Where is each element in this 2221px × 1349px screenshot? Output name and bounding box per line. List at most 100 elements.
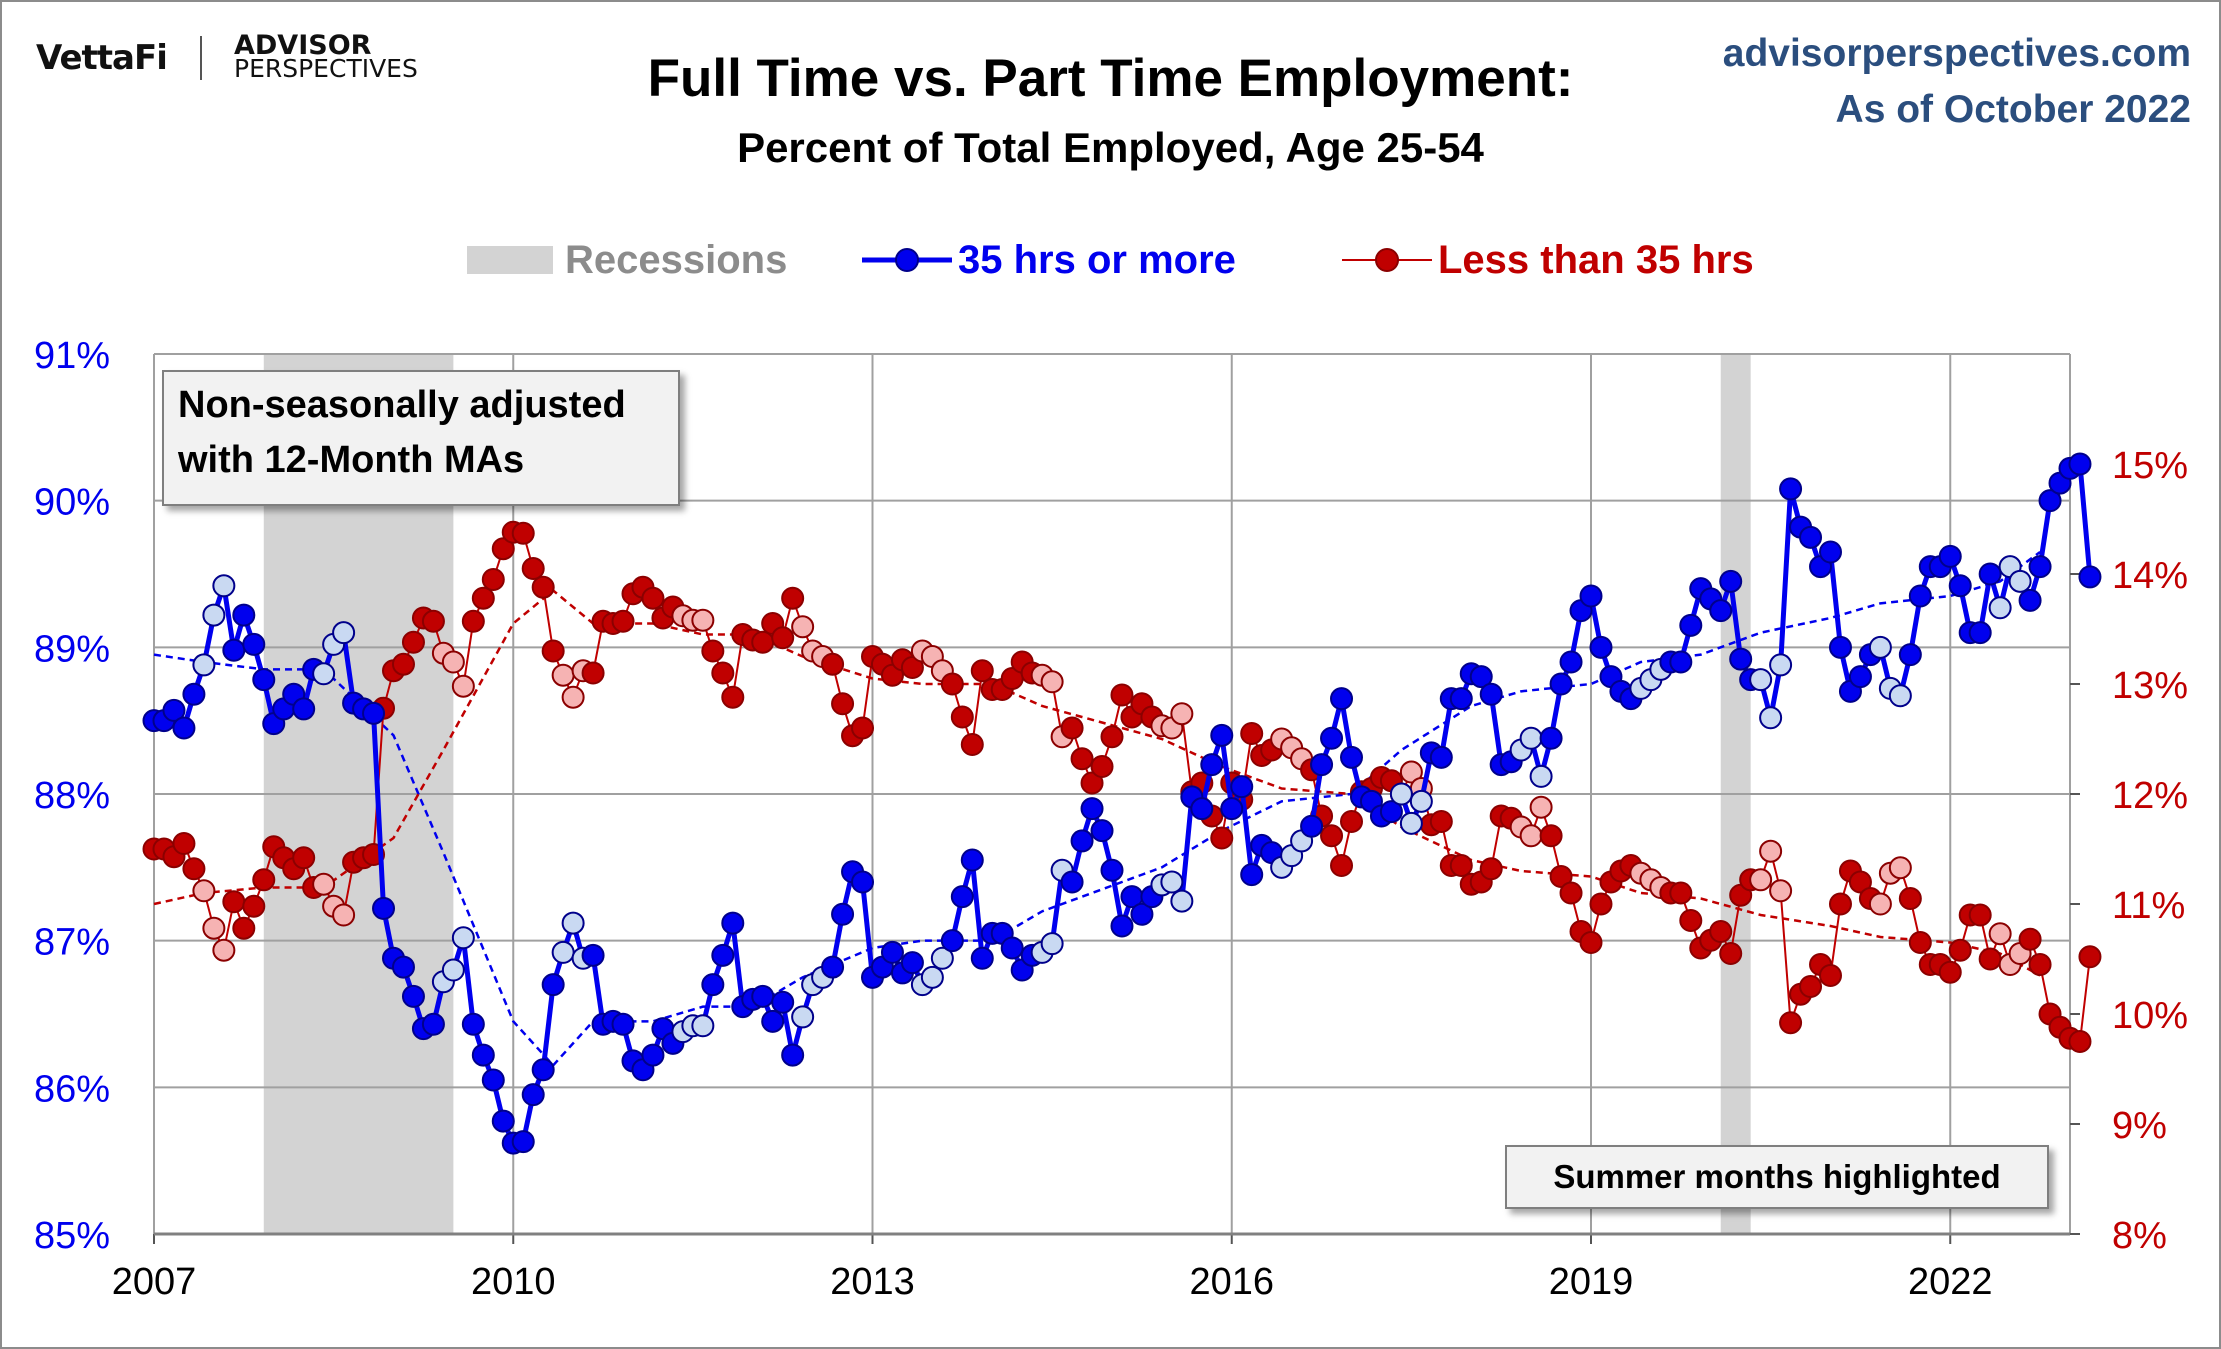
part-time-point [182, 857, 206, 881]
part-time-point-summer [1888, 856, 1912, 880]
summer-note: Summer months highlighted [1505, 1145, 2049, 1209]
x-axis-tick-label: 2013 [830, 1261, 915, 1303]
part-time-point [721, 685, 745, 709]
full-time-point [242, 632, 266, 656]
part-time-point [1978, 947, 2002, 971]
full-time-point [1669, 650, 1693, 674]
part-time-point [222, 890, 246, 914]
part-time-point [1320, 824, 1344, 848]
part-time-point [292, 846, 316, 870]
part-time-point [1110, 683, 1134, 707]
full-time-point [401, 984, 425, 1008]
full-time-point [880, 940, 904, 964]
full-time-point [1908, 584, 1932, 608]
legend-full-time: 35 hrs or more [862, 235, 1236, 285]
full-time-point [2018, 588, 2042, 612]
part-time-point [541, 639, 565, 663]
part-time-point-summer [1749, 868, 1773, 892]
part-time-point [2028, 953, 2052, 976]
axes: 85% 86% 87% 88% 89% 90% 91% 2007 2010 2013 2016 201… [34, 335, 2188, 1303]
left-axis-tick-label: 88% [34, 775, 110, 817]
part-time-point [1559, 881, 1583, 905]
left-axis-tick-label: 91% [34, 335, 110, 377]
right-axis-tick-label: 10% [2112, 995, 2188, 1037]
part-time-point [1719, 942, 1743, 965]
right-axis-tick-label: 15% [2112, 445, 2188, 487]
part-time-point [511, 521, 535, 545]
full-time-point-summer [1160, 870, 1184, 894]
part-time-point [940, 672, 964, 696]
part-time-point [531, 575, 555, 599]
part-time-point [1579, 931, 1603, 954]
full-time-point-summer [2008, 569, 2032, 593]
right-axis-tick-label: 14% [2112, 555, 2188, 597]
part-time-point-summer [1529, 795, 1553, 819]
right-axis-tick-label: 8% [2112, 1215, 2167, 1257]
full-time-point-summer [1389, 782, 1413, 806]
full-time-point [1320, 726, 1344, 750]
x-axis-tick-label: 2010 [471, 1261, 556, 1303]
legend-recession-swatch [467, 246, 553, 274]
part-time-point-summer [791, 615, 815, 639]
full-time-point [2068, 452, 2092, 476]
part-time-point [831, 692, 855, 716]
part-time-point-summer [192, 879, 216, 903]
full-time-point [172, 716, 196, 740]
full-time-point [1100, 858, 1124, 882]
full-time-point [761, 1009, 785, 1033]
part-time-point [1679, 909, 1703, 932]
full-time-point-summer [551, 940, 575, 964]
part-time-point-summer [1868, 892, 1892, 916]
full-time-point [2028, 555, 2052, 579]
part-time-point [1340, 810, 1363, 833]
full-time-point [162, 698, 186, 722]
part-time-point [252, 868, 276, 892]
adjustment-note-line2: with 12-Month MAs [178, 439, 525, 481]
full-time-point [391, 955, 415, 979]
part-time-point [970, 659, 994, 683]
x-axis-tick-label: 2019 [1549, 1261, 1634, 1303]
full-time-point-summer [441, 958, 465, 982]
full-time-point [1130, 902, 1154, 926]
part-time-point [172, 832, 196, 855]
full-time-point [851, 870, 875, 894]
full-time-point-summer [212, 574, 236, 598]
full-time-point [541, 973, 565, 997]
part-time-point [2078, 945, 2102, 969]
full-time-point [1379, 800, 1403, 824]
part-time-point [391, 652, 415, 676]
part-time-point [1948, 938, 1972, 962]
full-time-point [481, 1068, 505, 1092]
part-time-point [2068, 1030, 2092, 1053]
full-time-point [1000, 936, 1024, 960]
right-axis-tick-label: 12% [2112, 775, 2188, 817]
part-time-point [471, 586, 495, 610]
full-time-point [721, 911, 745, 935]
part-time-point [1539, 824, 1563, 848]
x-axis-tick-label: 2016 [1189, 1261, 1274, 1303]
full-time-point [940, 929, 964, 953]
full-time-point [1230, 775, 1254, 799]
part-time-point [1968, 903, 1992, 927]
full-time-point [1080, 797, 1104, 821]
part-time-point [232, 916, 256, 940]
part-time-point-summer [1170, 702, 1194, 726]
full-time-point-summer [1170, 889, 1194, 913]
part-time-point-summer [691, 608, 715, 632]
full-time-point-summer [1519, 726, 1543, 750]
full-time-point [1729, 647, 1753, 671]
full-time-point [521, 1083, 545, 1107]
full-time-point [781, 1043, 805, 1067]
full-time-point [1240, 863, 1264, 887]
part-time-point-summer [441, 650, 465, 674]
x-axis-tick-label: 2007 [112, 1261, 197, 1303]
full-time-point [950, 885, 974, 909]
part-time-point [781, 586, 805, 610]
full-time-point [1479, 682, 1503, 706]
full-time-point [1070, 829, 1094, 853]
full-time-point [1549, 672, 1573, 696]
part-time-point [481, 568, 505, 591]
part-time-point [1210, 826, 1234, 850]
full-time-point-summer [1399, 811, 1423, 835]
